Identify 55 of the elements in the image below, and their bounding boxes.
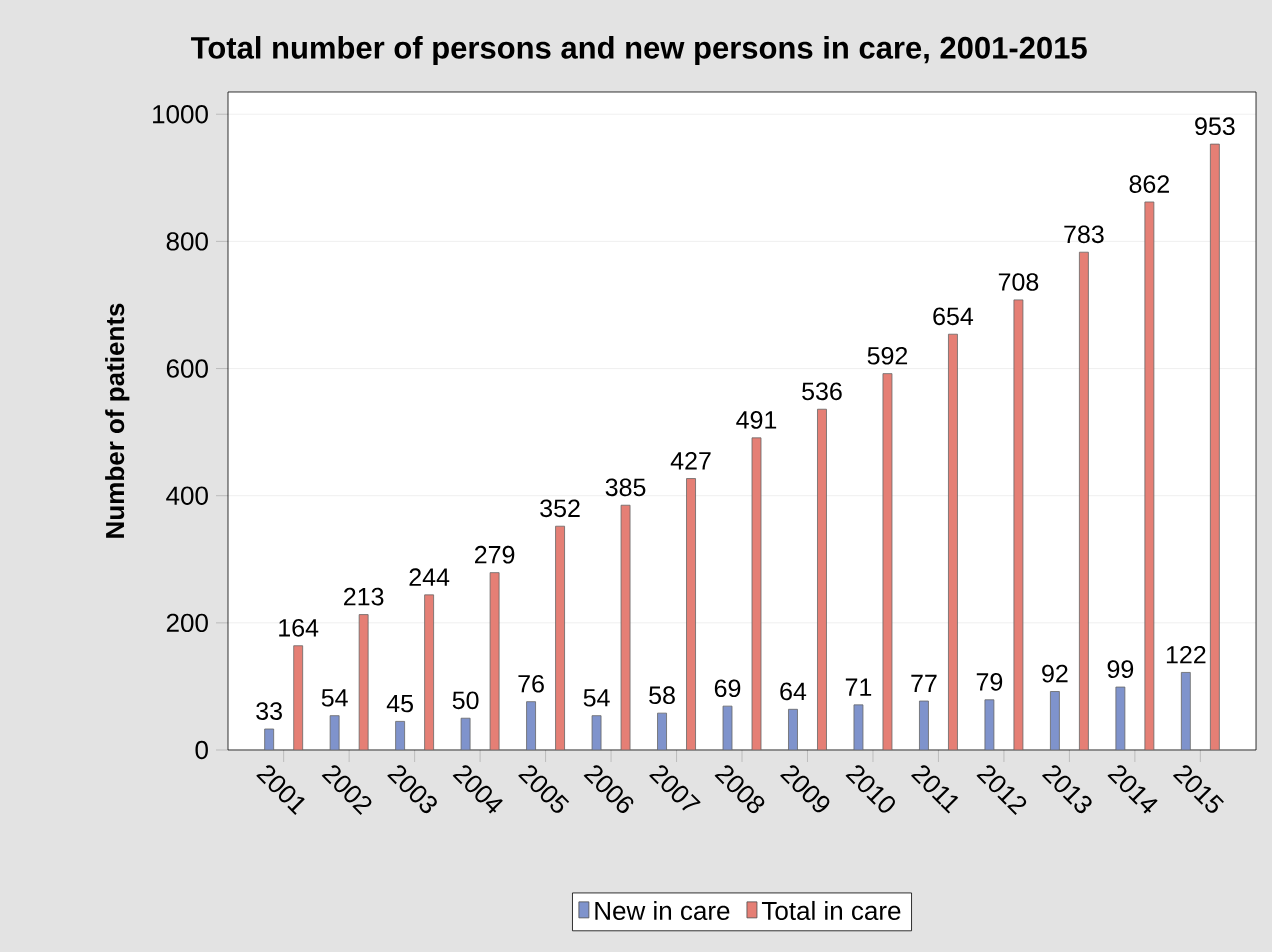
y-tick-label: 800 xyxy=(166,232,208,251)
data-label: 64 xyxy=(780,682,807,701)
data-label: 953 xyxy=(1195,117,1235,136)
data-label: 352 xyxy=(540,499,580,518)
bar xyxy=(817,408,827,750)
data-label: 71 xyxy=(845,678,872,696)
bar xyxy=(1144,201,1155,750)
bar xyxy=(882,373,893,750)
data-label: 76 xyxy=(518,674,544,693)
data-label: 69 xyxy=(714,679,741,698)
data-label: 385 xyxy=(605,478,646,497)
data-label: 164 xyxy=(279,618,319,637)
data-label: 79 xyxy=(976,673,1003,691)
bar xyxy=(948,333,958,750)
data-label: 58 xyxy=(649,686,675,705)
legend-label: New in care xyxy=(595,900,730,921)
data-label: 99 xyxy=(1107,660,1134,678)
bar xyxy=(358,614,369,750)
data-label: 77 xyxy=(911,674,937,692)
y-tick-label: 1000 xyxy=(153,105,208,124)
data-label: 654 xyxy=(933,307,974,326)
bar xyxy=(1209,143,1220,750)
data-label: 427 xyxy=(670,452,711,470)
data-label: 783 xyxy=(1064,225,1104,244)
data-label: 536 xyxy=(802,382,842,401)
data-label: 491 xyxy=(736,411,777,429)
y-tick-label: 400 xyxy=(166,486,208,505)
y-tick-label: 600 xyxy=(166,359,208,378)
legend-label: Total in care xyxy=(761,900,901,921)
bar xyxy=(1079,251,1089,750)
bar xyxy=(489,572,500,750)
bar xyxy=(293,645,304,750)
bar xyxy=(751,437,762,750)
data-label: 213 xyxy=(344,587,384,606)
data-label: 33 xyxy=(256,702,282,720)
bar xyxy=(1013,299,1024,750)
data-label: 708 xyxy=(998,273,1039,291)
data-label: 54 xyxy=(583,689,610,707)
data-label: 244 xyxy=(409,568,450,586)
data-label: 122 xyxy=(1166,645,1206,664)
data-label: 592 xyxy=(867,346,908,365)
data-label: 54 xyxy=(321,689,348,707)
data-label: 92 xyxy=(1042,664,1068,683)
data-label: 45 xyxy=(386,694,413,713)
y-tick-label: 0 xyxy=(195,740,208,760)
bar xyxy=(424,594,435,750)
y-axis-title: Number of patients xyxy=(105,303,130,538)
data-label: 862 xyxy=(1129,175,1169,193)
bar xyxy=(620,504,631,750)
y-tick-label: 200 xyxy=(166,613,208,633)
data-label: 50 xyxy=(452,691,479,710)
data-label: 279 xyxy=(474,545,515,564)
chart-title: Total number of persons and new persons in care, 2001-2015 xyxy=(191,36,1087,65)
bar xyxy=(555,525,565,750)
bar xyxy=(686,478,696,750)
